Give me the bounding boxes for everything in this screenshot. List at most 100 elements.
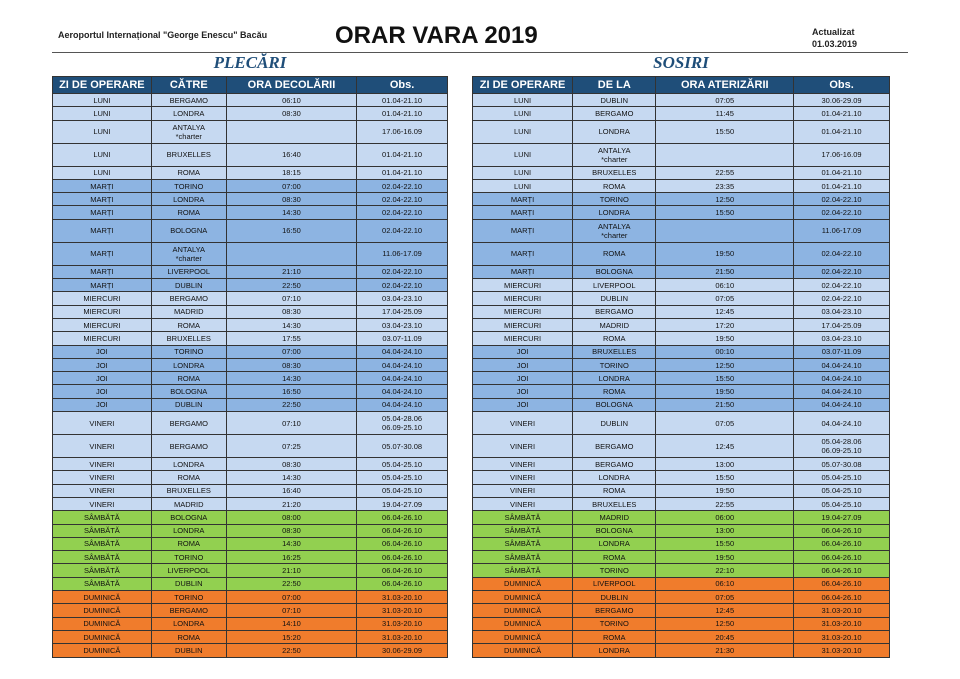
cell: LONDRA: [572, 119, 657, 144]
cell: 12:45: [655, 434, 795, 459]
cell: 05.04-25.10: [793, 470, 890, 485]
flight-row: DUMINICĂ LONDRA 14:10 31.03-20.10: [52, 616, 448, 631]
cell: LUNI: [52, 165, 152, 180]
flight-row: SÂMBĂTĂ LONDRA 15:50 06.04-26.10: [471, 536, 890, 552]
cell: MIERCURI: [471, 304, 574, 319]
cell: 01.04-21.10: [793, 165, 890, 180]
cell: DUMINICĂ: [471, 576, 574, 592]
cell: JOI: [471, 384, 574, 399]
column-header: ZI DE OPERARE: [471, 76, 574, 94]
flight-row: LUNI DUBLIN 07:05 30.06-29.09: [471, 92, 890, 108]
flight-row: LUNI ANTALYA *charter 17.06-16.09: [52, 119, 448, 144]
cell: LONDRA: [150, 192, 227, 207]
cell: MIERCURI: [471, 331, 574, 346]
cell: [655, 142, 795, 167]
cell: [225, 119, 358, 144]
cell: ANTALYA *charter: [150, 119, 227, 144]
cell: MIERCURI: [52, 304, 152, 319]
cell: MARȚI: [471, 264, 574, 280]
cell: 08:00: [225, 510, 358, 525]
cell: 16:40: [225, 483, 358, 498]
cell: BERGAMO: [150, 434, 227, 459]
flight-row: VINERI BRUXELLES 22:55 05.04-25.10: [471, 496, 890, 512]
cell: 14:30: [225, 317, 358, 333]
cell: BOLOGNA: [150, 384, 227, 399]
flight-row: MIERCURI BERGAMO 12:45 03.04-23.10: [471, 304, 890, 319]
cell: 17.06-16.09: [793, 142, 890, 167]
cell: 22:50: [225, 397, 358, 413]
cell: LIVERPOOL: [150, 264, 227, 280]
cell: 03.04-23.10: [793, 304, 890, 319]
cell: 02.04-22.10: [793, 278, 890, 293]
cell: 31.03-20.10: [793, 629, 890, 645]
cell: ROMA: [150, 536, 227, 552]
flight-row: JOI ROMA 14:30 04.04-24.10: [52, 371, 448, 386]
flight-row: VINERI MADRID 21:20 19.04-27.09: [52, 496, 448, 512]
cell: 03.07-11.09: [356, 331, 448, 346]
cell: SÂMBĂTĂ: [52, 576, 152, 592]
flight-row: JOI TORINO 12:50 04.04-24.10: [471, 357, 890, 373]
cell: VINERI: [52, 496, 152, 512]
cell: 06:10: [225, 92, 358, 108]
cell: 08:30: [225, 106, 358, 121]
flight-row: VINERI BERGAMO 07:10 05.04-28.06 06.09-25.1…: [52, 411, 448, 436]
flight-row: JOI DUBLIN 22:50 04.04-24.10: [52, 397, 448, 413]
flight-row: JOI LONDRA 15:50 04.04-24.10: [471, 371, 890, 386]
cell: 18:15: [225, 165, 358, 180]
flight-row: JOI LONDRA 08:30 04.04-24.10: [52, 357, 448, 373]
cell: LIVERPOOL: [572, 278, 657, 293]
cell: 04.04-24.10: [793, 357, 890, 373]
cell: BERGAMO: [572, 304, 657, 319]
cell: 01.04-21.10: [356, 92, 448, 108]
flight-row: DUMINICĂ LIVERPOOL 06:10 06.04-26.10: [471, 576, 890, 592]
cell: ROMA: [572, 629, 657, 645]
cell: 22:50: [225, 643, 358, 658]
flight-row: JOI BRUXELLES 00:10 03.07-11.09: [471, 344, 890, 359]
cell: 02.04-22.10: [356, 218, 448, 243]
flight-row: VINERI BERGAMO 13:00 05.07-30.08: [471, 457, 890, 472]
flight-row: DUMINICĂ TORINO 07:00 31.03-20.10: [52, 590, 448, 605]
cell: ROMA: [150, 165, 227, 180]
cell: JOI: [471, 357, 574, 373]
cell: VINERI: [471, 411, 574, 436]
cell: 07:10: [225, 411, 358, 436]
cell: 07:10: [225, 603, 358, 618]
cell: ROMA: [572, 384, 657, 399]
flight-row: SÂMBĂTĂ LONDRA 08:30 06.04-26.10: [52, 523, 448, 538]
cell: SÂMBĂTĂ: [471, 563, 574, 578]
flight-row: MARȚI ROMA 19:50 02.04-22.10: [471, 241, 890, 266]
cell: 22:10: [655, 563, 795, 578]
flight-row: JOI BOLOGNA 21:50 04.04-24.10: [471, 397, 890, 413]
cell: 19.04-27.09: [793, 510, 890, 525]
cell: JOI: [471, 344, 574, 359]
cell: JOI: [52, 344, 152, 359]
column-header: DE LA: [572, 76, 657, 94]
cell: 02.04-22.10: [356, 178, 448, 194]
flight-row: LUNI ROMA 23:35 01.04-21.10: [471, 178, 890, 194]
cell: VINERI: [471, 457, 574, 472]
cell: 30.06-29.09: [356, 643, 448, 658]
cell: BERGAMO: [150, 291, 227, 306]
cell: 06:10: [655, 278, 795, 293]
cell: DUBLIN: [150, 576, 227, 592]
cell: 06.04-26.10: [356, 523, 448, 538]
cell: BRUXELLES: [150, 331, 227, 346]
cell: 17.06-16.09: [356, 119, 448, 144]
cell: VINERI: [52, 470, 152, 485]
cell: ANTALYA *charter: [150, 241, 227, 266]
cell: 08:30: [225, 357, 358, 373]
cell: 07:05: [655, 590, 795, 605]
cell: LUNI: [471, 178, 574, 194]
cell: BOLOGNA: [572, 523, 657, 538]
cell: 06.04-26.10: [793, 550, 890, 565]
cell: 01.04-21.10: [793, 119, 890, 144]
flight-row: LUNI ROMA 18:15 01.04-21.10: [52, 165, 448, 180]
cell: DUMINICĂ: [52, 603, 152, 618]
cell: BRUXELLES: [572, 344, 657, 359]
cell: MIERCURI: [471, 291, 574, 306]
flight-row: MARȚI ANTALYA *charter 11.06-17.09: [471, 218, 890, 243]
cell: LONDRA: [150, 616, 227, 631]
cell: 04.04-24.10: [356, 371, 448, 386]
cell: 15:50: [655, 205, 795, 220]
